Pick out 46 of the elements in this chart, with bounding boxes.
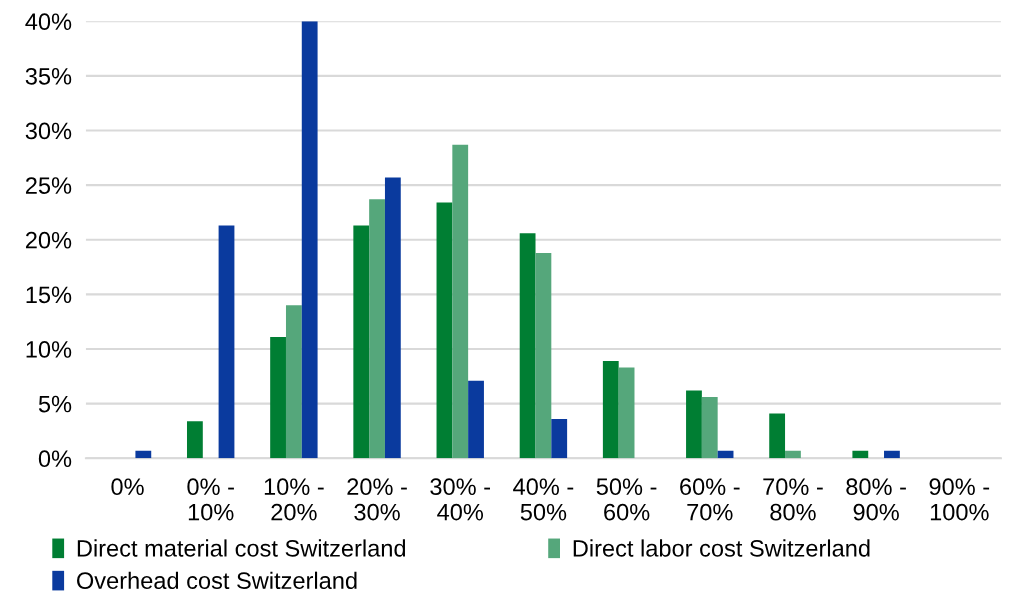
- bar: [285, 305, 302, 459]
- bar: [686, 390, 702, 459]
- x-tick-label: 30% - 40%: [430, 478, 491, 521]
- x-tick-label: 60% - 70%: [680, 478, 740, 521]
- bar: [384, 177, 401, 459]
- bar: [468, 380, 484, 459]
- x-tick-label: 20% - 30%: [347, 478, 407, 521]
- x-tick-label: 80% - 90%: [846, 478, 906, 521]
- legend-label: Overhead cost Switzerland: [77, 571, 357, 589]
- bar: [852, 450, 869, 459]
- x-tick-label: 50% - 60%: [596, 478, 657, 521]
- bar: [884, 450, 900, 459]
- y-tick-label: 40%: [25, 13, 72, 31]
- bar: [701, 397, 718, 459]
- bar: [353, 225, 370, 459]
- x-tick-label: 40% - 50%: [513, 478, 574, 521]
- bar: [436, 202, 453, 459]
- x-tick-label: 10% - 20%: [264, 478, 324, 521]
- bar: [519, 233, 536, 459]
- legend-label: Direct labor cost Switzerland: [573, 539, 870, 557]
- bar: [270, 337, 286, 459]
- bar: [301, 21, 318, 459]
- x-tick-label: 70% - 80%: [763, 478, 823, 521]
- y-tick-label: 35%: [25, 67, 72, 85]
- x-tick-label: 0% - 10%: [187, 478, 234, 521]
- y-tick-label: 5%: [38, 395, 72, 413]
- bar: [602, 361, 619, 459]
- bar: [551, 418, 568, 459]
- bar: [785, 450, 801, 459]
- bar: [135, 450, 152, 459]
- x-tick-label: 0%: [111, 478, 144, 496]
- y-tick-label: 0%: [38, 450, 72, 468]
- y-tick-label: 10%: [26, 341, 72, 358]
- bar: [535, 252, 552, 459]
- bar: [618, 367, 635, 459]
- bar: [369, 199, 385, 459]
- y-tick-label: 15%: [26, 286, 72, 304]
- legend-label: Direct material cost Switzerland: [77, 539, 406, 557]
- bar: [452, 144, 469, 459]
- y-tick-label: 20%: [25, 231, 72, 249]
- x-tick-label: 90% - 100%: [929, 478, 990, 521]
- bar: [218, 225, 235, 459]
- bar: [769, 413, 786, 459]
- y-tick-label: 30%: [25, 122, 72, 140]
- bar: [187, 421, 203, 459]
- y-tick-label: 25%: [25, 177, 72, 194]
